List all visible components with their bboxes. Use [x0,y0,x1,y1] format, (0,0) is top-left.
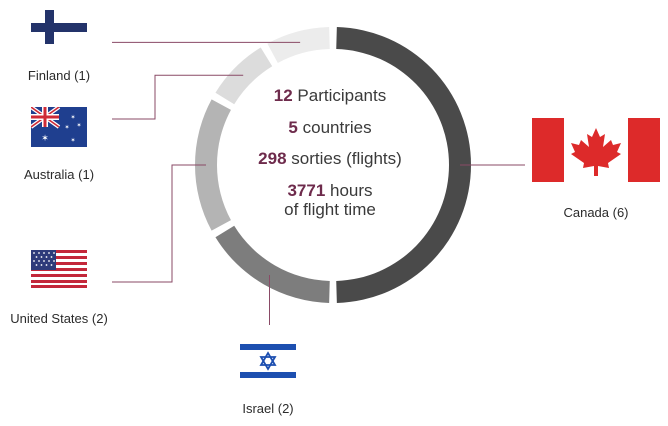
leader-line-united-states [112,164,206,283]
countries-stat: 5 countries [205,118,455,138]
svg-text:✶: ✶ [41,134,49,144]
sorties-text: sorties (flights) [291,149,402,169]
finland-label: Finland (1) [27,68,91,83]
svg-text:✶: ✶ [70,114,75,121]
center-stats: 12 Participants 5 countries 298 sorties … [205,86,455,220]
hours-text-line2: of flight time [284,200,376,220]
israel-label: Israel (2) [242,401,294,416]
donut-segments [195,27,472,303]
leader-line-australia [112,74,244,120]
canada-flag [532,118,660,182]
svg-text:✶: ✶ [76,122,81,129]
svg-text:✶: ✶ [70,137,75,144]
participants-text: Participants [297,86,387,105]
participants-count: 12 [273,86,293,105]
svg-text:✶: ✶ [64,124,69,131]
hours-text: hours [330,180,373,200]
hours-count: 3771 [287,180,326,200]
donut-segment-israel [215,225,330,303]
hours-stat: 3771 hours of flight time [205,181,455,220]
donut-segment-canada [336,27,472,303]
participants-stat: 12 Participants [205,86,455,106]
countries-text: countries [302,117,372,137]
countries-count: 5 [288,117,298,137]
donut-segment-australia [215,47,273,105]
australia-label: Australia (1) [23,167,95,182]
australia-flag: ✶ ✶ ✶ ✶ ✶ [31,107,87,147]
donut-segment-united-states [195,99,231,231]
finland-flag [31,10,87,44]
united-states-flag [31,250,87,288]
israel-flag [240,341,296,381]
leader-lines [112,41,525,325]
donut-segment-finland [267,27,330,63]
canada-label: Canada (6) [563,205,629,220]
united-states-label: United States (2) [10,311,108,326]
sorties-stat: 298 sorties (flights) [205,149,455,169]
sorties-count: 298 [258,149,287,169]
